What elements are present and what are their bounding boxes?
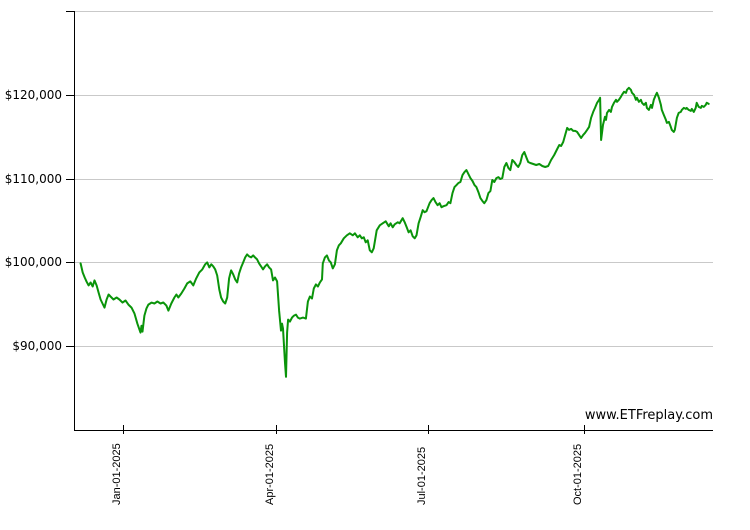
- y-axis-label-120000: $120,000: [4, 87, 62, 102]
- x-axis-label-oct: Oct-01-2025: [572, 443, 584, 505]
- y-axis-label-110000: $110,000: [4, 171, 62, 186]
- etfreplay-watermark: www.ETFreplay.com: [584, 408, 713, 423]
- y-axis-label-90000: $90,000: [12, 339, 62, 354]
- price-line: [79, 86, 710, 378]
- x-axis-label-jan: Jan-01-2025: [111, 443, 123, 505]
- x-axis-label-apr: Apr-01-2025: [264, 443, 276, 505]
- x-axis-label-jul: Jul-01-2025: [416, 446, 428, 505]
- y-axis-label-100000: $100,000: [4, 255, 62, 270]
